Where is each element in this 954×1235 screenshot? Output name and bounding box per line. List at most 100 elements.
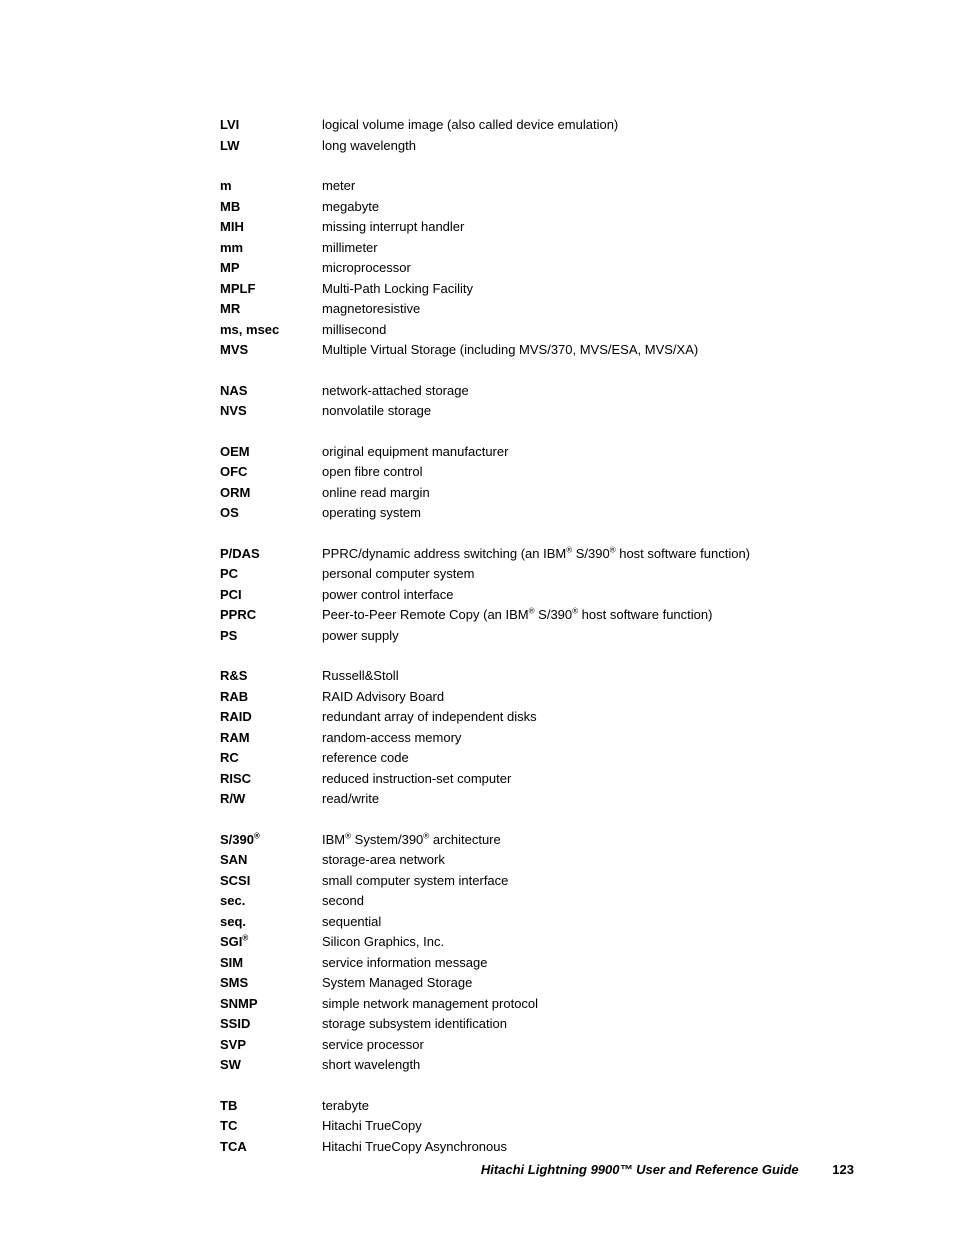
glossary-def: network-attached storage (322, 381, 854, 402)
glossary-abbr: RAID (220, 707, 322, 728)
glossary-abbr: SSID (220, 1014, 322, 1035)
glossary-abbr: m (220, 176, 322, 197)
glossary-def: second (322, 891, 854, 912)
glossary-def: millisecond (322, 320, 854, 341)
glossary-abbr: mm (220, 238, 322, 259)
glossary-row: P/DASPPRC/dynamic address switching (an … (220, 544, 854, 565)
glossary-abbr: SCSI (220, 871, 322, 892)
glossary-def: open fibre control (322, 462, 854, 483)
glossary-row: NASnetwork-attached storage (220, 381, 854, 402)
glossary-abbr: RISC (220, 769, 322, 790)
glossary-def: missing interrupt handler (322, 217, 854, 238)
glossary-abbr: R&S (220, 666, 322, 687)
glossary-def: sequential (322, 912, 854, 933)
glossary-row: RISCreduced instruction-set computer (220, 769, 854, 790)
footer-page-number: 123 (832, 1162, 854, 1177)
glossary-row: SIMservice information message (220, 953, 854, 974)
glossary-row: LWlong wavelength (220, 136, 854, 157)
glossary-abbr: SMS (220, 973, 322, 994)
glossary-abbr: PC (220, 564, 322, 585)
glossary-row: RCreference code (220, 748, 854, 769)
glossary-abbr: PCI (220, 585, 322, 606)
page-content: LVIlogical volume image (also called dev… (0, 0, 954, 1157)
glossary-abbr: RAB (220, 687, 322, 708)
glossary-def: storage subsystem identification (322, 1014, 854, 1035)
glossary-row: OFCopen fibre control (220, 462, 854, 483)
glossary-abbr: ms, msec (220, 320, 322, 341)
glossary-def: nonvolatile storage (322, 401, 854, 422)
glossary-row: MRmagnetoresistive (220, 299, 854, 320)
glossary-abbr: TB (220, 1096, 322, 1117)
glossary-abbr: OEM (220, 442, 322, 463)
glossary-def: online read margin (322, 483, 854, 504)
glossary-row: S/390®IBM® System/390® architecture (220, 830, 854, 851)
glossary-group: TBterabyteTCHitachi TrueCopyTCAHitachi T… (220, 1096, 854, 1158)
glossary-abbr: P/DAS (220, 544, 322, 565)
glossary-def: random-access memory (322, 728, 854, 749)
glossary-def: original equipment manufacturer (322, 442, 854, 463)
glossary-abbr: S/390® (220, 830, 322, 851)
glossary-abbr: OS (220, 503, 322, 524)
glossary-row: SCSIsmall computer system interface (220, 871, 854, 892)
glossary-def: long wavelength (322, 136, 854, 157)
glossary-def: millimeter (322, 238, 854, 259)
glossary-abbr: SVP (220, 1035, 322, 1056)
glossary-def: service information message (322, 953, 854, 974)
glossary-row: SANstorage-area network (220, 850, 854, 871)
glossary-def: Peer-to-Peer Remote Copy (an IBM® S/390®… (322, 605, 854, 626)
page-footer: Hitachi Lightning 9900™ User and Referen… (481, 1162, 854, 1177)
glossary-def: service processor (322, 1035, 854, 1056)
glossary-row: mmeter (220, 176, 854, 197)
glossary-row: LVIlogical volume image (also called dev… (220, 115, 854, 136)
glossary-def: IBM® System/390® architecture (322, 830, 854, 851)
glossary-def: magnetoresistive (322, 299, 854, 320)
glossary-def: Multiple Virtual Storage (including MVS/… (322, 340, 854, 361)
glossary-abbr: SW (220, 1055, 322, 1076)
glossary-row: ms, msecmillisecond (220, 320, 854, 341)
glossary-def: Silicon Graphics, Inc. (322, 932, 854, 953)
glossary-abbr: R/W (220, 789, 322, 810)
glossary-row: sec.second (220, 891, 854, 912)
glossary-abbr: PPRC (220, 605, 322, 626)
glossary-def: meter (322, 176, 854, 197)
glossary-row: PCIpower control interface (220, 585, 854, 606)
glossary-abbr: TCA (220, 1137, 322, 1158)
glossary-row: OEMoriginal equipment manufacturer (220, 442, 854, 463)
glossary-row: MVSMultiple Virtual Storage (including M… (220, 340, 854, 361)
glossary-abbr: PS (220, 626, 322, 647)
glossary-row: NVSnonvolatile storage (220, 401, 854, 422)
glossary-row: ORMonline read margin (220, 483, 854, 504)
glossary-row: TBterabyte (220, 1096, 854, 1117)
glossary-abbr: NAS (220, 381, 322, 402)
glossary-def: personal computer system (322, 564, 854, 585)
glossary-abbr: ORM (220, 483, 322, 504)
glossary-abbr: TC (220, 1116, 322, 1137)
glossary-abbr: LW (220, 136, 322, 157)
glossary-abbr: NVS (220, 401, 322, 422)
glossary-row: MPmicroprocessor (220, 258, 854, 279)
glossary-row: RAIDredundant array of independent disks (220, 707, 854, 728)
glossary-group: LVIlogical volume image (also called dev… (220, 115, 854, 156)
glossary-def: Hitachi TrueCopy Asynchronous (322, 1137, 854, 1158)
glossary-def: power supply (322, 626, 854, 647)
glossary-def: microprocessor (322, 258, 854, 279)
glossary-row: RAMrandom-access memory (220, 728, 854, 749)
glossary-def: reference code (322, 748, 854, 769)
glossary-abbr: MP (220, 258, 322, 279)
glossary-def: Hitachi TrueCopy (322, 1116, 854, 1137)
glossary-def: small computer system interface (322, 871, 854, 892)
glossary-row: OSoperating system (220, 503, 854, 524)
glossary-def: power control interface (322, 585, 854, 606)
glossary-def: terabyte (322, 1096, 854, 1117)
glossary-abbr: MIH (220, 217, 322, 238)
glossary-row: mmmillimeter (220, 238, 854, 259)
glossary-def: logical volume image (also called device… (322, 115, 854, 136)
glossary-abbr: MVS (220, 340, 322, 361)
glossary-row: SWshort wavelength (220, 1055, 854, 1076)
glossary-def: storage-area network (322, 850, 854, 871)
glossary-row: PSpower supply (220, 626, 854, 647)
glossary-def: short wavelength (322, 1055, 854, 1076)
glossary-group: P/DASPPRC/dynamic address switching (an … (220, 544, 854, 647)
glossary-row: SMSSystem Managed Storage (220, 973, 854, 994)
glossary-abbr: RAM (220, 728, 322, 749)
